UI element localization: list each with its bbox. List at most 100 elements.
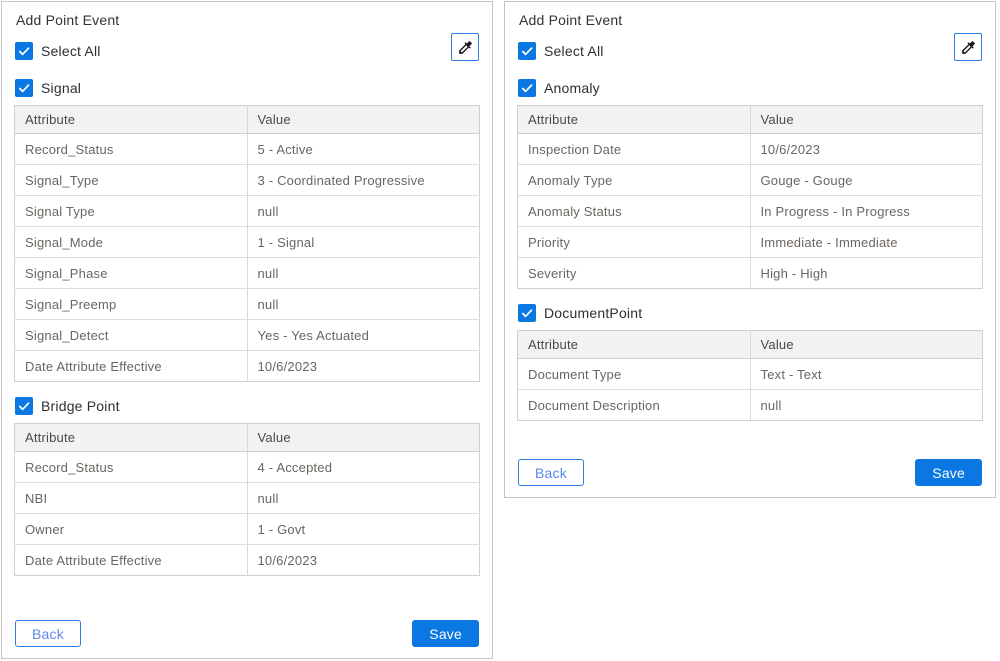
group-checkbox-row[interactable]: Signal <box>15 79 480 97</box>
save-button[interactable]: Save <box>412 620 479 647</box>
value-cell: 4 - Accepted <box>247 451 480 483</box>
group-checkbox-row[interactable]: Anomaly <box>518 79 983 97</box>
attribute-group: Anomaly Attribute Value Inspection Date 10/6… <box>517 79 983 289</box>
select-all-label: Select All <box>41 43 101 59</box>
back-button[interactable]: Back <box>15 620 81 647</box>
value-cell: 10/6/2023 <box>257 358 318 374</box>
group-label: DocumentPoint <box>544 305 643 321</box>
value-cell: null <box>247 482 480 514</box>
column-header-value: Value <box>247 423 480 452</box>
table-row: Record_Status 4 - Accepted <box>14 451 480 483</box>
table-row: Signal Type null <box>14 195 480 227</box>
attribute-groups: Signal Attribute Value Record_Status 5 - Act… <box>14 79 480 591</box>
attribute-cell: NBI <box>14 482 248 514</box>
attribute-cell: Anomaly Status <box>517 195 751 227</box>
attribute-cell: Signal_Phase <box>14 257 248 289</box>
attribute-cell: Document Type <box>517 358 751 390</box>
value-cell: 10/6/2023 <box>750 133 983 165</box>
group-checkbox-row[interactable]: DocumentPoint <box>518 304 983 322</box>
checkbox-checked-icon[interactable] <box>518 79 536 97</box>
table-row: Signal_Preemp null <box>14 288 480 320</box>
value-cell: 10/6/2023 <box>257 552 318 568</box>
add-point-event-panel: Add Point Event Select All Signal Attribu… <box>1 1 493 659</box>
column-header-value: Value <box>247 105 480 134</box>
table-row: Date Attribute Effective 10/6/2023 <box>14 544 480 576</box>
value-cell: Gouge - Gouge <box>750 164 983 196</box>
attribute-cell: Signal Type <box>14 195 248 227</box>
table-row: Signal_Mode 1 - Signal <box>14 226 480 258</box>
value-cell: null <box>760 397 782 413</box>
value-cell: Yes - Yes Actuated <box>247 319 480 351</box>
select-all-checkbox-row[interactable]: Select All <box>518 42 983 60</box>
group-label: Signal <box>41 80 82 96</box>
attribute-cell: Signal_Detect <box>14 319 248 351</box>
eyedropper-button[interactable] <box>954 33 982 61</box>
table-row: Anomaly Type Gouge - Gouge <box>517 164 983 196</box>
page-title: Add Point Event <box>16 12 120 28</box>
attribute-cell: Inspection Date <box>517 133 751 165</box>
table-row: Owner 1 - Govt <box>14 513 480 545</box>
attribute-group: DocumentPoint Attribute Value Document Type… <box>517 304 983 421</box>
column-header-attribute: Attribute <box>14 105 248 134</box>
page-title: Add Point Event <box>519 12 623 28</box>
column-header-attribute: Attribute <box>14 423 248 452</box>
eyedropper-icon <box>960 39 977 56</box>
value-cell: 1 - Govt <box>247 513 480 545</box>
value-cell: 1 - Signal <box>247 226 480 258</box>
attribute-cell: Date Attribute Effective <box>14 350 248 382</box>
back-button[interactable]: Back <box>518 459 584 486</box>
table-row: Signal_Type 3 - Coordinated Progressive <box>14 164 480 196</box>
attribute-cell: Signal_Mode <box>14 226 248 258</box>
attribute-cell: Record_Status <box>14 451 248 483</box>
value-cell: Immediate - Immediate <box>750 226 983 258</box>
column-header-attribute: Attribute <box>517 330 751 359</box>
group-label: Bridge Point <box>41 398 120 414</box>
column-header-value: Value <box>750 105 983 134</box>
attributes-table: Attribute Value Record_Status 5 - Active Sig… <box>14 105 480 382</box>
table-row: Record_Status 5 - Active <box>14 133 480 165</box>
save-button[interactable]: Save <box>915 459 982 486</box>
checkbox-checked-icon[interactable] <box>518 304 536 322</box>
column-header-value: Value <box>750 330 983 359</box>
eyedropper-icon <box>457 39 474 56</box>
panel-footer: Back Save <box>517 459 983 486</box>
attribute-group: Bridge Point Attribute Value Record_Status 4… <box>14 397 480 576</box>
select-all-label: Select All <box>544 43 604 59</box>
value-cell: 5 - Active <box>247 133 480 165</box>
value-cell: 3 - Coordinated Progressive <box>247 164 480 196</box>
checkbox-checked-icon[interactable] <box>518 42 536 60</box>
table-row: Date Attribute Effective 10/6/2023 <box>14 350 480 382</box>
attributes-table: Attribute Value Document Type Text - Text Do… <box>517 330 983 421</box>
select-all-checkbox-row[interactable]: Select All <box>15 42 480 60</box>
attribute-cell: Date Attribute Effective <box>14 544 248 576</box>
table-row: Anomaly Status In Progress - In Progress <box>517 195 983 227</box>
value-cell: Text - Text <box>750 358 983 390</box>
add-point-event-panel: Add Point Event Select All Anomaly Attrib… <box>504 1 996 498</box>
value-cell: In Progress - In Progress <box>750 195 983 227</box>
attribute-cell: Severity <box>517 257 751 289</box>
attribute-cell: Document Description <box>517 389 751 421</box>
panel-footer: Back Save <box>14 620 480 647</box>
checkbox-checked-icon[interactable] <box>15 42 33 60</box>
table-row: Severity High - High <box>517 257 983 289</box>
value-cell: null <box>247 195 480 227</box>
value-cell: High - High <box>760 265 828 281</box>
value-cell: null <box>247 288 480 320</box>
group-checkbox-row[interactable]: Bridge Point <box>15 397 480 415</box>
attribute-groups: Anomaly Attribute Value Inspection Date 10/6… <box>517 79 983 436</box>
attribute-cell: Priority <box>517 226 751 258</box>
table-row: Signal_Detect Yes - Yes Actuated <box>14 319 480 351</box>
attributes-table: Attribute Value Record_Status 4 - Accepted N… <box>14 423 480 576</box>
attribute-cell: Signal_Type <box>14 164 248 196</box>
checkbox-checked-icon[interactable] <box>15 397 33 415</box>
eyedropper-button[interactable] <box>451 33 479 61</box>
group-label: Anomaly <box>544 80 600 96</box>
table-row: NBI null <box>14 482 480 514</box>
column-header-attribute: Attribute <box>517 105 751 134</box>
attribute-group: Signal Attribute Value Record_Status 5 - Act… <box>14 79 480 382</box>
attributes-table: Attribute Value Inspection Date 10/6/2023 An… <box>517 105 983 289</box>
table-row: Document Type Text - Text <box>517 358 983 390</box>
attribute-cell: Record_Status <box>14 133 248 165</box>
checkbox-checked-icon[interactable] <box>15 79 33 97</box>
